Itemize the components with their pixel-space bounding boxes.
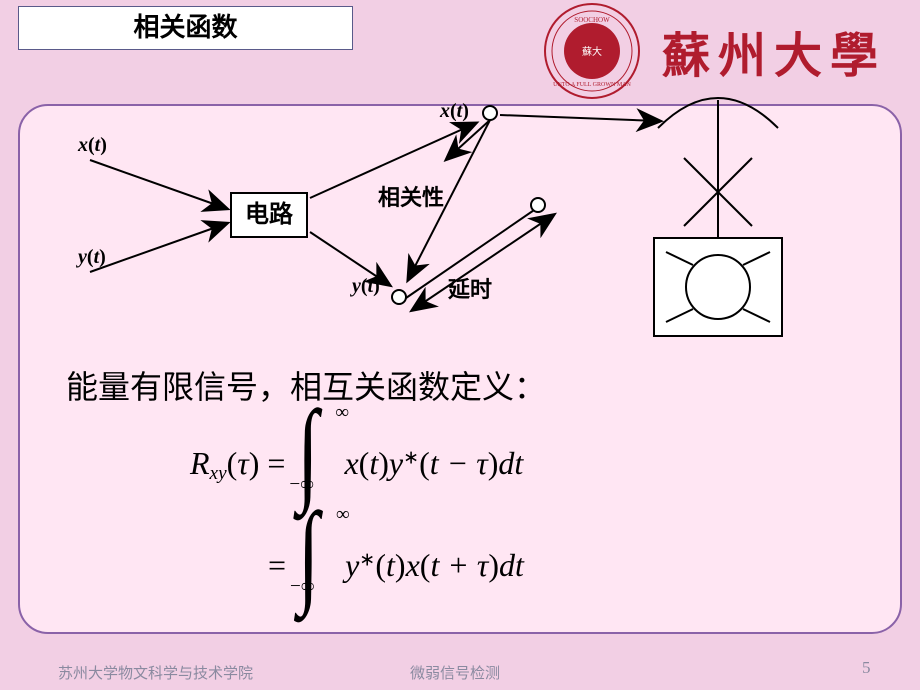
footer-left: 苏州大学物文科学与技术学院 (58, 662, 253, 683)
label-x-left: x(t) (78, 134, 107, 157)
formula-line-1: Rxy(τ) = ∞ ∫ −∞ x(t)y∗(t − τ)dt (190, 420, 523, 485)
label-y-mid: y(t) (352, 275, 380, 298)
label-delay: 延时 (448, 272, 492, 304)
footer-center: 微弱信号检测 (410, 662, 500, 683)
label-correlation: 相关性 (378, 180, 444, 212)
circuit-box: 电路 (230, 192, 308, 238)
label-x-top: x(t) (440, 100, 469, 123)
signal-diagram (0, 0, 920, 400)
footer-page-number: 5 (862, 658, 871, 678)
formula-line-2: = ∞ ∫ −∞ y∗(t)x(t + τ)dt (268, 522, 524, 584)
label-y-left: y(t) (78, 246, 106, 269)
circuit-label: 电路 (245, 202, 293, 228)
